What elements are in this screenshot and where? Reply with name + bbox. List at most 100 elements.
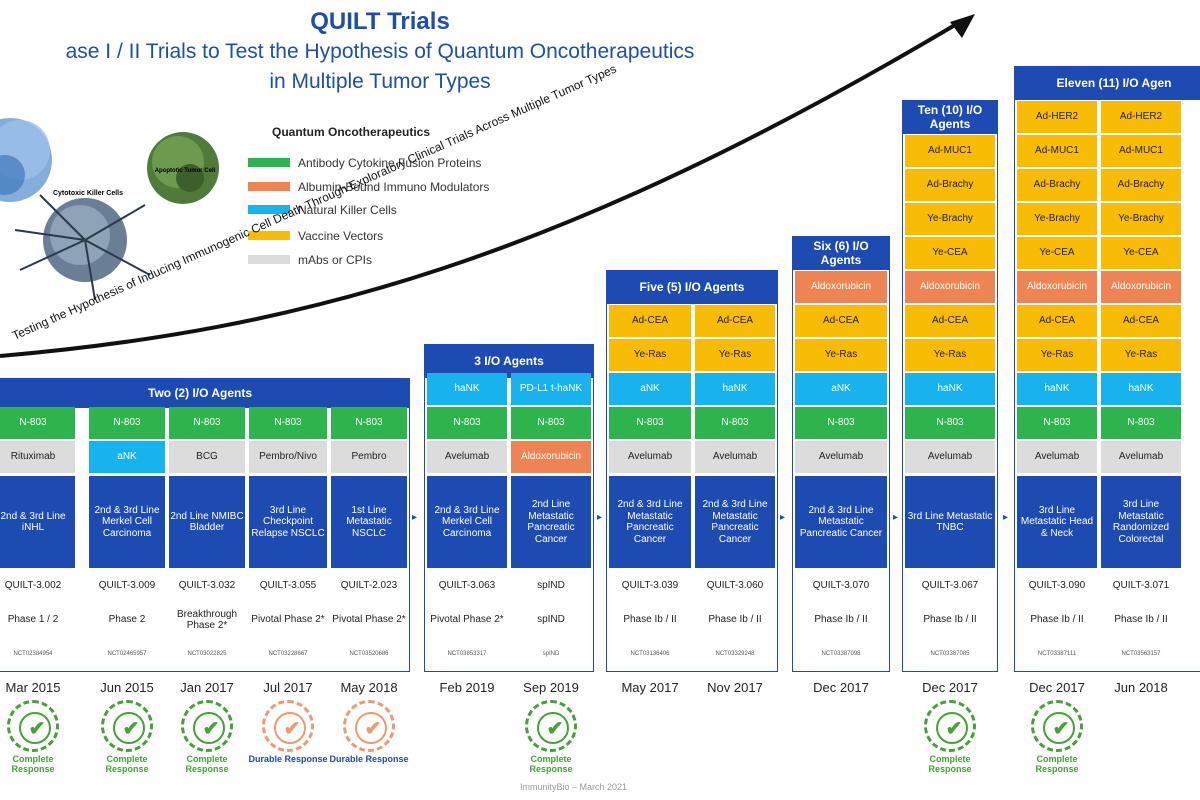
phase-cell: Phase Ib / II bbox=[905, 604, 995, 636]
check-circle: ✔ bbox=[936, 712, 968, 744]
phase-cell: Pivotal Phase 2* bbox=[427, 604, 507, 636]
trial-date: Dec 2017 bbox=[1029, 680, 1085, 695]
checkmark-icon: ✔ bbox=[122, 718, 140, 740]
agent-cell: Aldoxorubicin bbox=[1017, 271, 1097, 303]
response-label: Complete Response bbox=[185, 754, 229, 775]
agent-cell: Ad-MUC1 bbox=[1017, 135, 1097, 167]
response-check-icon: ✔ bbox=[525, 700, 577, 752]
agent-cell: Ad-CEA bbox=[609, 305, 691, 337]
check-circle: ✔ bbox=[193, 712, 225, 744]
response-check-icon: ✔ bbox=[1031, 700, 1083, 752]
agent-cell: N-803 bbox=[795, 407, 887, 439]
agent-cell: Avelumab bbox=[695, 441, 775, 473]
agent-cell: Aldoxorubicin bbox=[1101, 271, 1181, 303]
check-circle: ✔ bbox=[1043, 712, 1075, 744]
agent-cell: Aldoxorubicin bbox=[905, 271, 995, 303]
nct-cell: NCT03563157 bbox=[1101, 638, 1181, 670]
agent-cell: Ye-Ras bbox=[695, 339, 775, 371]
agent-cell: Ye-Ras bbox=[609, 339, 691, 371]
check-circle: ✔ bbox=[19, 712, 51, 744]
indication-cell: 3rd Line Checkpoint Relapse NSCLC bbox=[249, 476, 327, 568]
agent-cell: N-803 bbox=[609, 407, 691, 439]
phase-cell: Phase Ib / II bbox=[795, 604, 887, 636]
trial-date: May 2018 bbox=[340, 680, 398, 695]
trial-date: Sep 2019 bbox=[523, 680, 579, 695]
check-circle: ✔ bbox=[355, 712, 387, 744]
checkmark-icon: ✔ bbox=[202, 718, 220, 740]
arrow-head-icon bbox=[950, 14, 975, 38]
agent-cell: Ad-CEA bbox=[1101, 305, 1181, 337]
group-connector-icon: ▸ bbox=[1003, 512, 1009, 523]
group-connector-icon: ▸ bbox=[893, 512, 899, 523]
phase-cell: Phase Ib / II bbox=[695, 604, 775, 636]
indication-cell: 2nd Line NMIBC Bladder bbox=[169, 476, 245, 568]
trial-date: Dec 2017 bbox=[813, 680, 869, 695]
agent-cell: Ad-CEA bbox=[905, 305, 995, 337]
agent-cell: Ye-Ras bbox=[1017, 339, 1097, 371]
response-label: Complete Response bbox=[928, 754, 972, 775]
nct-cell: NCT03387098 bbox=[795, 638, 887, 670]
response-check-icon: ✔ bbox=[262, 700, 314, 752]
group-header-three: 3 I/O Agents bbox=[424, 344, 594, 378]
trial-date: Nov 2017 bbox=[707, 680, 763, 695]
nct-cell: NCT03387111 bbox=[1017, 638, 1097, 670]
agent-cell: Ye-CEA bbox=[1017, 237, 1097, 269]
nct-cell: NCT03022825 bbox=[169, 638, 245, 670]
trial-date: Jun 2015 bbox=[100, 680, 154, 695]
check-circle: ✔ bbox=[537, 712, 569, 744]
legend-title: Quantum Oncotherapeutics bbox=[272, 125, 431, 139]
checkmark-icon: ✔ bbox=[546, 718, 564, 740]
group-connector-icon: ▸ bbox=[780, 512, 786, 523]
response-check-icon: ✔ bbox=[7, 700, 59, 752]
check-circle: ✔ bbox=[113, 712, 145, 744]
agent-cell: Rituximab bbox=[0, 441, 75, 473]
indication-cell: 2nd & 3rd Line Metastatic Pancreatic Can… bbox=[695, 476, 775, 568]
agent-cell: Ad-CEA bbox=[795, 305, 887, 337]
response-label: Complete Response bbox=[529, 754, 573, 775]
indication-cell: 2nd & 3rd Line Merkel Cell Carcinoma bbox=[427, 476, 507, 568]
agent-cell: aNK bbox=[609, 373, 691, 405]
agent-cell: N-803 bbox=[89, 407, 165, 439]
indication-cell: 2nd & 3rd Line iNHL bbox=[0, 476, 75, 568]
agent-cell: N-803 bbox=[695, 407, 775, 439]
nct-cell: NCT03520686 bbox=[331, 638, 407, 670]
agent-cell: Ye-Brachy bbox=[905, 203, 995, 235]
agent-cell: aNK bbox=[795, 373, 887, 405]
nct-cell: NCT03853317 bbox=[427, 638, 507, 670]
killer-cell-label: Cytotoxic Killer Cells bbox=[53, 190, 123, 197]
agent-cell: Avelumab bbox=[1101, 441, 1181, 473]
phase-cell: Phase Ib / II bbox=[1017, 604, 1097, 636]
response-check-icon: ✔ bbox=[924, 700, 976, 752]
group-header-two: Two (2) I/O Agents bbox=[0, 378, 410, 408]
checkmark-icon: ✔ bbox=[364, 718, 382, 740]
nct-cell: NCT03329248 bbox=[695, 638, 775, 670]
agent-cell: Ad-MUC1 bbox=[905, 135, 995, 167]
trial-id-cell: QUILT-2.023 bbox=[331, 570, 407, 602]
trial-date: Mar 2015 bbox=[5, 680, 61, 695]
agent-cell: Ye-Brachy bbox=[1101, 203, 1181, 235]
response-label: Complete Response bbox=[105, 754, 149, 775]
group-header-six: Six (6) I/O Agents bbox=[792, 236, 890, 270]
agent-cell: Ye-Brachy bbox=[1017, 203, 1097, 235]
phase-cell: spIND bbox=[511, 604, 591, 636]
agent-cell: Pembro bbox=[331, 441, 407, 473]
indication-cell: 1st Line Metastatic NSCLC bbox=[331, 476, 407, 568]
legend-label: mAbs or CPIs bbox=[298, 253, 373, 267]
footer: ImmunityBio – March 2021 bbox=[520, 782, 628, 792]
agent-cell: N-803 bbox=[1017, 407, 1097, 439]
trial-id-cell: spIND bbox=[511, 570, 591, 602]
agent-cell: Ye-Ras bbox=[795, 339, 887, 371]
group-connector-icon: ▸ bbox=[597, 512, 603, 523]
indication-cell: 2nd & 3rd Line Metastatic Pancreatic Can… bbox=[609, 476, 691, 568]
agent-cell: Ad-Brachy bbox=[1017, 169, 1097, 201]
page-title: QUILT Trials bbox=[310, 8, 450, 35]
checkmark-icon: ✔ bbox=[283, 718, 301, 740]
agent-cell: haNK bbox=[905, 373, 995, 405]
agent-cell: N-803 bbox=[1101, 407, 1181, 439]
nct-cell: NCT02465957 bbox=[89, 638, 165, 670]
agent-cell: Ad-HER2 bbox=[1101, 101, 1181, 133]
checkmark-icon: ✔ bbox=[1052, 718, 1070, 740]
indication-cell: 3rd Line Metastatic Randomized Colorecta… bbox=[1101, 476, 1181, 568]
agent-cell: N-803 bbox=[169, 407, 245, 439]
trial-id-cell: QUILT-3.039 bbox=[609, 570, 691, 602]
